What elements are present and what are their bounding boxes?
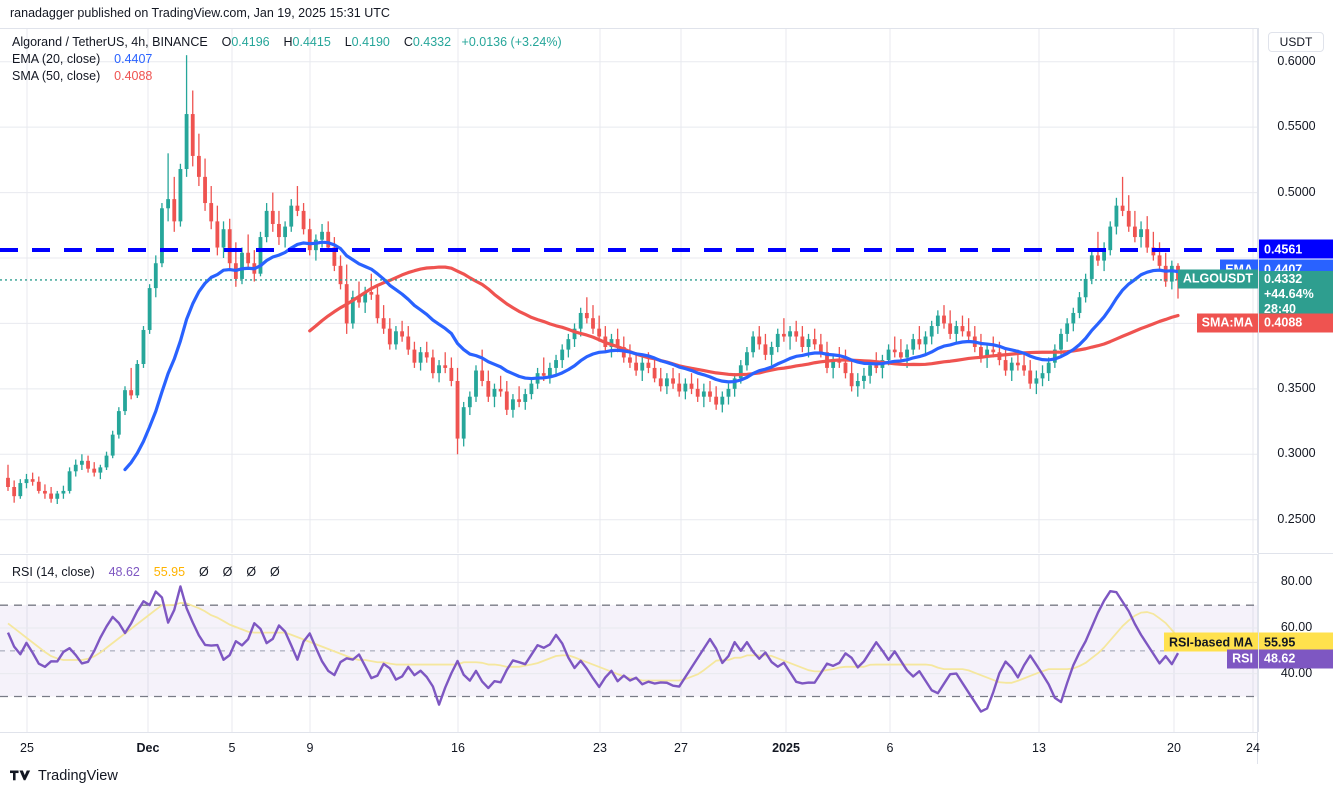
tag-rsi[interactable]: 48.62 (1259, 649, 1333, 669)
lbl-rsi[interactable]: RSI (1227, 649, 1258, 669)
lbl-rsima[interactable]: RSI-based MA (1163, 632, 1258, 652)
rsi-pane[interactable] (0, 554, 1258, 732)
time-label-5: 5 (228, 741, 236, 755)
axis-divider (1258, 553, 1333, 554)
tag-price-timer: 28:40 (1264, 302, 1296, 317)
tag-price-change: +44.64% (1264, 287, 1314, 302)
lbl-price[interactable]: ALGOUSDT (1177, 269, 1258, 289)
time-label-Dec: Dec (136, 741, 160, 755)
price-tick-0_5500: 0.5500 (1277, 119, 1316, 134)
currency-badge[interactable]: USDT (1268, 32, 1324, 52)
time-label-23: 23 (593, 741, 607, 755)
tag-last[interactable]: 0.4561 (1259, 239, 1333, 259)
price-tick-0_2500: 0.2500 (1277, 511, 1316, 526)
rsi-tick-80: 80.00 (1280, 574, 1313, 589)
time-label-6: 6 (886, 741, 894, 755)
time-label-16: 16 (451, 741, 465, 755)
time-label-20: 20 (1167, 741, 1181, 755)
time-label-25: 25 (20, 741, 34, 755)
time-label-2025: 2025 (772, 741, 800, 755)
published-byline: ranadagger published on TradingView.com,… (10, 6, 390, 20)
time-axis[interactable]: 25 Dec 5 9 16 23 27 2025 6 13 20 24 (0, 732, 1260, 764)
tag-rsima[interactable]: 55.95 (1259, 632, 1333, 652)
price-tick-0_6000: 0.6000 (1277, 53, 1316, 68)
tag-sma[interactable]: 0.4088 (1259, 313, 1333, 333)
price-chart-canvas (0, 29, 1257, 553)
time-label-27: 27 (674, 741, 688, 755)
tradingview-wordmark: TradingView (38, 768, 118, 784)
lbl-sma[interactable]: SMA:MA (1196, 313, 1258, 333)
price-axis[interactable]: USDT 0.6000 0.5500 0.5000 0.3500 0.3000 0.250… (1258, 28, 1333, 732)
rsi-canvas (0, 555, 1257, 732)
time-label-13: 13 (1032, 741, 1046, 755)
rsi-tick-40: 40.00 (1280, 665, 1313, 680)
price-chart-pane[interactable] (0, 28, 1258, 553)
tag-price[interactable]: 0.4332 +44.64% 28:40 (1259, 270, 1333, 319)
footer-branding[interactable]: TradingView (10, 768, 118, 784)
price-tick-0_5000: 0.5000 (1277, 184, 1316, 199)
time-label-24: 24 (1246, 741, 1260, 755)
time-label-9: 9 (306, 741, 314, 755)
price-tick-0_3500: 0.3500 (1277, 380, 1316, 395)
rsi-tick-60: 60.00 (1280, 620, 1313, 635)
tradingview-logo-icon (10, 770, 31, 781)
price-tick-0_3000: 0.3000 (1277, 446, 1316, 461)
tag-price-value: 0.4332 (1264, 272, 1303, 287)
